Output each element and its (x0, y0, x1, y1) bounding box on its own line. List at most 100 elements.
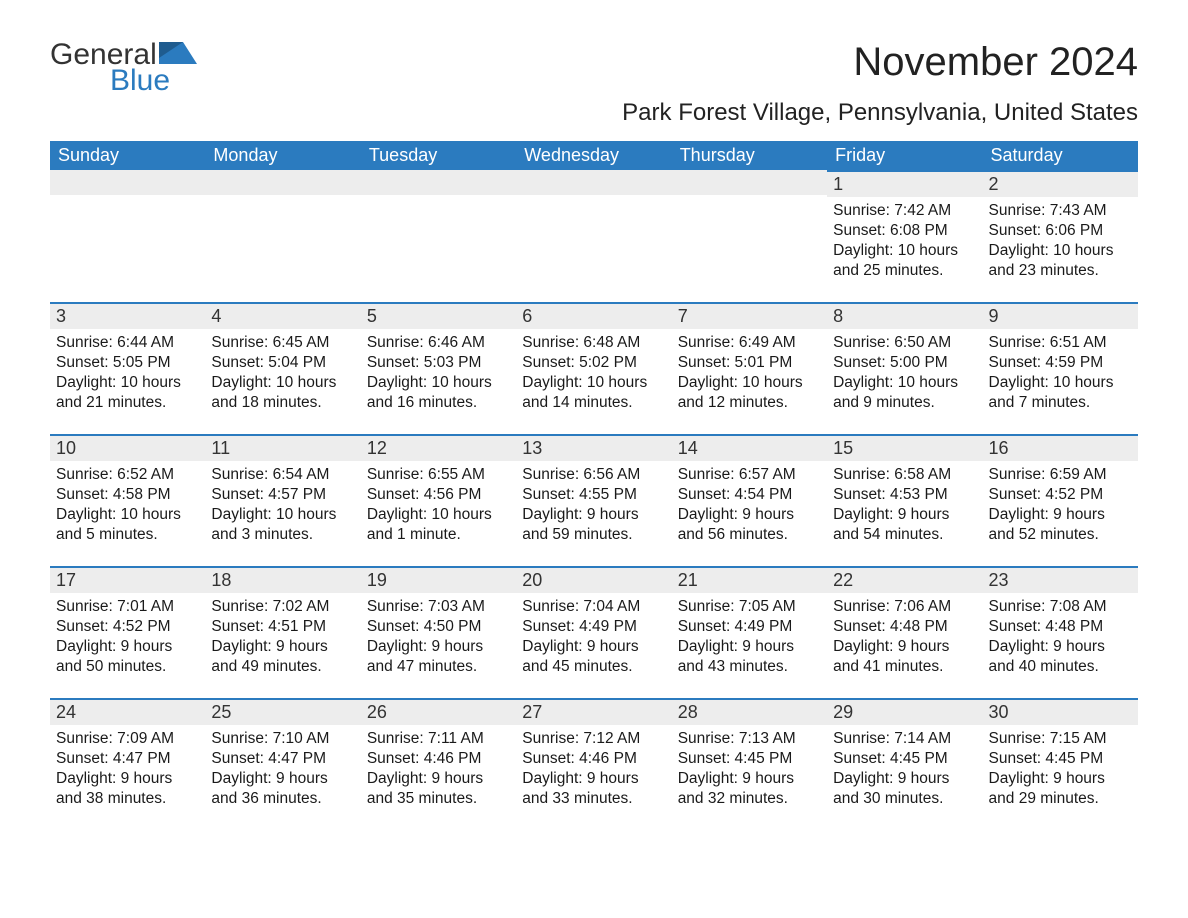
dl1-text: Daylight: 10 hours (211, 373, 354, 393)
calendar-cell: 28Sunrise: 7:13 AMSunset: 4:45 PMDayligh… (672, 698, 827, 830)
sunset-text: Sunset: 4:52 PM (56, 617, 199, 637)
dl1-text: Daylight: 10 hours (989, 241, 1132, 261)
day-number: 1 (827, 170, 982, 197)
sunrise-text: Sunrise: 7:43 AM (989, 201, 1132, 221)
dl2-text: and 1 minute. (367, 525, 510, 545)
dl1-text: Daylight: 9 hours (833, 505, 976, 525)
calendar-cell: 27Sunrise: 7:12 AMSunset: 4:46 PMDayligh… (516, 698, 671, 830)
sunset-text: Sunset: 4:52 PM (989, 485, 1132, 505)
logo: General Blue (50, 40, 197, 96)
weekday-header: Tuesday (361, 141, 516, 170)
sunrise-text: Sunrise: 6:59 AM (989, 465, 1132, 485)
dl1-text: Daylight: 9 hours (989, 505, 1132, 525)
sunrise-text: Sunrise: 7:08 AM (989, 597, 1132, 617)
calendar-week-row: 17Sunrise: 7:01 AMSunset: 4:52 PMDayligh… (50, 566, 1138, 698)
dl1-text: Daylight: 9 hours (678, 637, 821, 657)
dl1-text: Daylight: 9 hours (367, 769, 510, 789)
dl2-text: and 9 minutes. (833, 393, 976, 413)
dl2-text: and 35 minutes. (367, 789, 510, 809)
sunrise-text: Sunrise: 6:51 AM (989, 333, 1132, 353)
sunrise-text: Sunrise: 7:11 AM (367, 729, 510, 749)
dl1-text: Daylight: 9 hours (989, 637, 1132, 657)
day-number: 8 (827, 302, 982, 329)
calendar-cell: 1Sunrise: 7:42 AMSunset: 6:08 PMDaylight… (827, 170, 982, 302)
sunset-text: Sunset: 5:02 PM (522, 353, 665, 373)
calendar-cell: 8Sunrise: 6:50 AMSunset: 5:00 PMDaylight… (827, 302, 982, 434)
sunset-text: Sunset: 4:45 PM (989, 749, 1132, 769)
sunset-text: Sunset: 4:56 PM (367, 485, 510, 505)
dl1-text: Daylight: 10 hours (989, 373, 1132, 393)
dl2-text: and 29 minutes. (989, 789, 1132, 809)
day-number: 24 (50, 698, 205, 725)
day-number: 18 (205, 566, 360, 593)
calendar-cell: 25Sunrise: 7:10 AMSunset: 4:47 PMDayligh… (205, 698, 360, 830)
day-number: 7 (672, 302, 827, 329)
sunset-text: Sunset: 4:49 PM (678, 617, 821, 637)
calendar-week-row: 10Sunrise: 6:52 AMSunset: 4:58 PMDayligh… (50, 434, 1138, 566)
calendar-cell: 24Sunrise: 7:09 AMSunset: 4:47 PMDayligh… (50, 698, 205, 830)
dl1-text: Daylight: 9 hours (522, 637, 665, 657)
sunset-text: Sunset: 4:45 PM (833, 749, 976, 769)
sunrise-text: Sunrise: 6:57 AM (678, 465, 821, 485)
calendar-cell: 30Sunrise: 7:15 AMSunset: 4:45 PMDayligh… (983, 698, 1138, 830)
sunrise-text: Sunrise: 6:49 AM (678, 333, 821, 353)
dl1-text: Daylight: 9 hours (211, 637, 354, 657)
dl2-text: and 12 minutes. (678, 393, 821, 413)
dl2-text: and 32 minutes. (678, 789, 821, 809)
sunset-text: Sunset: 4:48 PM (833, 617, 976, 637)
sunrise-text: Sunrise: 7:12 AM (522, 729, 665, 749)
dl2-text: and 7 minutes. (989, 393, 1132, 413)
sunrise-text: Sunrise: 6:45 AM (211, 333, 354, 353)
dl2-text: and 3 minutes. (211, 525, 354, 545)
dl2-text: and 52 minutes. (989, 525, 1132, 545)
calendar-cell: 14Sunrise: 6:57 AMSunset: 4:54 PMDayligh… (672, 434, 827, 566)
calendar-cell (50, 170, 205, 302)
day-number: 21 (672, 566, 827, 593)
sunrise-text: Sunrise: 7:09 AM (56, 729, 199, 749)
dl2-text: and 38 minutes. (56, 789, 199, 809)
dl2-text: and 33 minutes. (522, 789, 665, 809)
calendar-week-row: 1Sunrise: 7:42 AMSunset: 6:08 PMDaylight… (50, 170, 1138, 302)
logo-text-blue: Blue (110, 66, 197, 96)
dl1-text: Daylight: 9 hours (211, 769, 354, 789)
day-number: 25 (205, 698, 360, 725)
dl2-text: and 30 minutes. (833, 789, 976, 809)
dl1-text: Daylight: 10 hours (56, 505, 199, 525)
calendar-cell: 11Sunrise: 6:54 AMSunset: 4:57 PMDayligh… (205, 434, 360, 566)
sunset-text: Sunset: 4:55 PM (522, 485, 665, 505)
calendar-week-row: 3Sunrise: 6:44 AMSunset: 5:05 PMDaylight… (50, 302, 1138, 434)
weekday-header: Sunday (50, 141, 205, 170)
calendar-cell: 2Sunrise: 7:43 AMSunset: 6:06 PMDaylight… (983, 170, 1138, 302)
day-number: 26 (361, 698, 516, 725)
calendar-cell: 20Sunrise: 7:04 AMSunset: 4:49 PMDayligh… (516, 566, 671, 698)
empty-day-header (205, 170, 360, 195)
dl2-text: and 21 minutes. (56, 393, 199, 413)
calendar-cell: 15Sunrise: 6:58 AMSunset: 4:53 PMDayligh… (827, 434, 982, 566)
calendar-table: Sunday Monday Tuesday Wednesday Thursday… (50, 141, 1138, 830)
weekday-header: Monday (205, 141, 360, 170)
day-number: 13 (516, 434, 671, 461)
dl1-text: Daylight: 10 hours (211, 505, 354, 525)
day-number: 30 (983, 698, 1138, 725)
empty-day-header (361, 170, 516, 195)
calendar-cell: 19Sunrise: 7:03 AMSunset: 4:50 PMDayligh… (361, 566, 516, 698)
sunset-text: Sunset: 4:51 PM (211, 617, 354, 637)
day-number: 2 (983, 170, 1138, 197)
day-number: 23 (983, 566, 1138, 593)
dl2-text: and 49 minutes. (211, 657, 354, 677)
calendar-cell (672, 170, 827, 302)
day-number: 4 (205, 302, 360, 329)
dl2-text: and 54 minutes. (833, 525, 976, 545)
sunset-text: Sunset: 5:05 PM (56, 353, 199, 373)
day-number: 14 (672, 434, 827, 461)
calendar-cell: 17Sunrise: 7:01 AMSunset: 4:52 PMDayligh… (50, 566, 205, 698)
sunrise-text: Sunrise: 7:02 AM (211, 597, 354, 617)
day-number: 29 (827, 698, 982, 725)
dl1-text: Daylight: 9 hours (522, 505, 665, 525)
sunrise-text: Sunrise: 6:55 AM (367, 465, 510, 485)
sunrise-text: Sunrise: 6:54 AM (211, 465, 354, 485)
calendar-cell (516, 170, 671, 302)
calendar-cell: 9Sunrise: 6:51 AMSunset: 4:59 PMDaylight… (983, 302, 1138, 434)
dl1-text: Daylight: 9 hours (833, 769, 976, 789)
sunset-text: Sunset: 6:08 PM (833, 221, 976, 241)
